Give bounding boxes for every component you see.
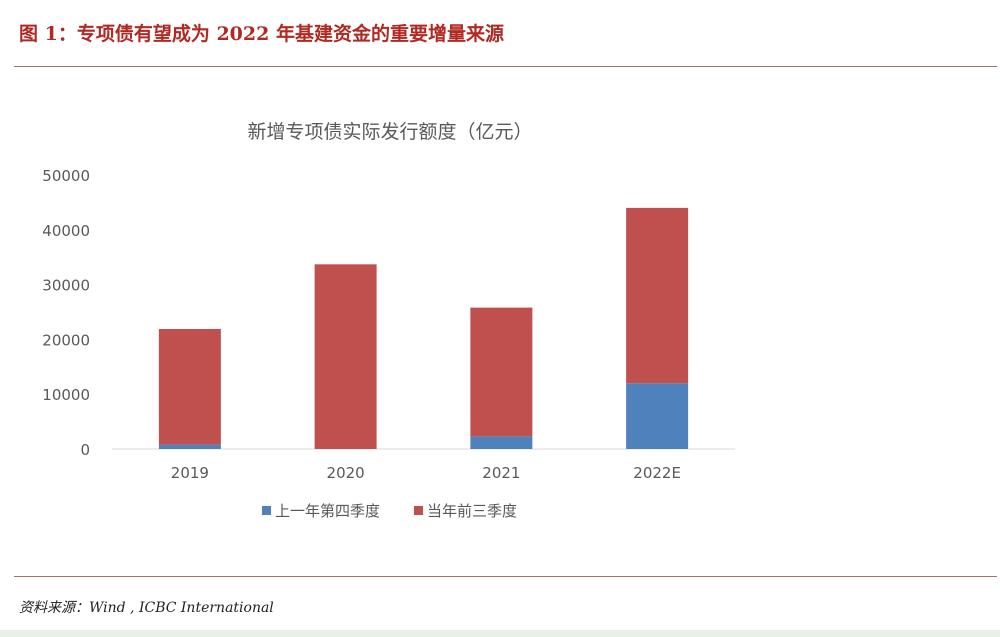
chart-title: 新增专项债实际发行额度（亿元） [247,121,532,143]
legend-label-1: 上一年第四季度 [275,502,380,520]
legend-swatch-1 [262,506,271,515]
x-tick-label: 2022E [633,464,681,482]
legend: 上一年第四季度 当年前三季度 [262,502,517,520]
y-tick-label: 40000 [42,222,90,240]
bar-2019-series-1 [158,444,221,449]
y-tick-label: 50000 [42,167,90,185]
x-tick-label: 2020 [327,464,365,482]
y-axis: 0 10000 20000 30000 40000 50000 [42,167,90,459]
legend-label-2: 当年前三季度 [427,502,517,520]
x-tick-label: 2019 [171,464,209,482]
y-tick-label: 10000 [42,386,90,404]
bar-2022E-series-1 [626,383,689,449]
bar-2019-series-2 [158,328,221,445]
top-divider [14,66,997,67]
bar-2021-series-1 [470,436,533,449]
source-note: 资料来源：Wind , ICBC International [19,600,274,616]
x-tick-label: 2021 [482,464,520,482]
y-tick-label: 0 [80,441,90,459]
y-tick-label: 20000 [42,331,90,349]
bars-group [158,207,689,449]
page-footer-band [0,630,1000,637]
figure-title: 图 1：专项债有望成为 2022 年基建资金的重要增量来源 [19,23,504,45]
bar-2021-series-2 [470,307,533,437]
bar-2020-series-2 [314,264,377,449]
stacked-bar-chart: 新增专项债实际发行额度（亿元） 0 10000 20000 30000 40000 500… [42,121,735,520]
legend-swatch-2 [414,506,423,515]
y-tick-label: 30000 [42,277,90,295]
bottom-divider [14,576,997,577]
bar-2022E-series-2 [626,207,689,384]
x-axis-labels: 2019 2020 2021 2022E [171,464,681,482]
